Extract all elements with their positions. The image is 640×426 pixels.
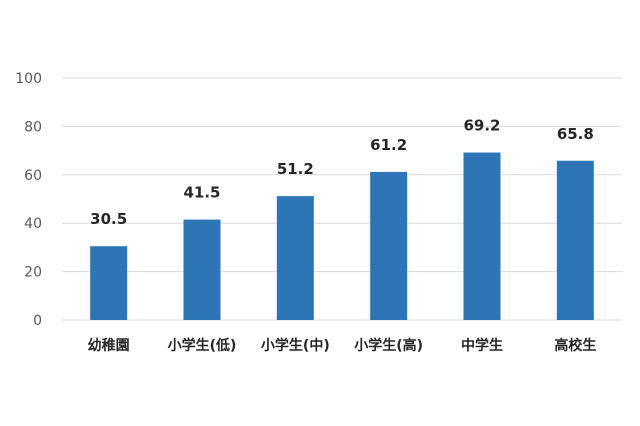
y-tick-label: 0 — [33, 313, 42, 329]
y-tick-label: 100 — [15, 71, 42, 87]
bar — [370, 171, 408, 320]
bar — [90, 246, 128, 320]
y-tick-label: 80 — [24, 119, 42, 135]
data-label: 69.2 — [463, 117, 500, 135]
bar — [276, 196, 314, 320]
bar — [463, 152, 501, 320]
bar — [556, 160, 594, 320]
category-label: 中学生 — [461, 337, 503, 354]
data-label: 65.8 — [557, 125, 594, 143]
data-label: 30.5 — [90, 210, 127, 228]
gridlines — [62, 77, 622, 321]
category-label: 幼稚園 — [88, 337, 130, 354]
data-label: 51.2 — [277, 160, 314, 178]
y-tick-label: 40 — [24, 216, 42, 232]
bars — [90, 152, 594, 320]
y-tick-label: 20 — [24, 265, 42, 281]
bar — [183, 219, 221, 320]
category-label: 小学生(低) — [168, 337, 237, 354]
data-label: 41.5 — [183, 184, 220, 202]
data-labels: 30.5 41.5 51.2 61.2 69.2 65.8 — [90, 117, 594, 229]
category-label: 小学生(高) — [354, 337, 423, 354]
category-label: 高校生 — [554, 337, 596, 354]
x-axis: 幼稚園 小学生(低) 小学生(中) 小学生(高) 中学生 高校生 — [88, 337, 597, 354]
y-tick-label: 60 — [24, 168, 42, 184]
data-label: 61.2 — [370, 136, 407, 154]
category-label: 小学生(中) — [261, 337, 330, 354]
y-axis: 0 20 40 60 80 100 — [15, 71, 42, 329]
